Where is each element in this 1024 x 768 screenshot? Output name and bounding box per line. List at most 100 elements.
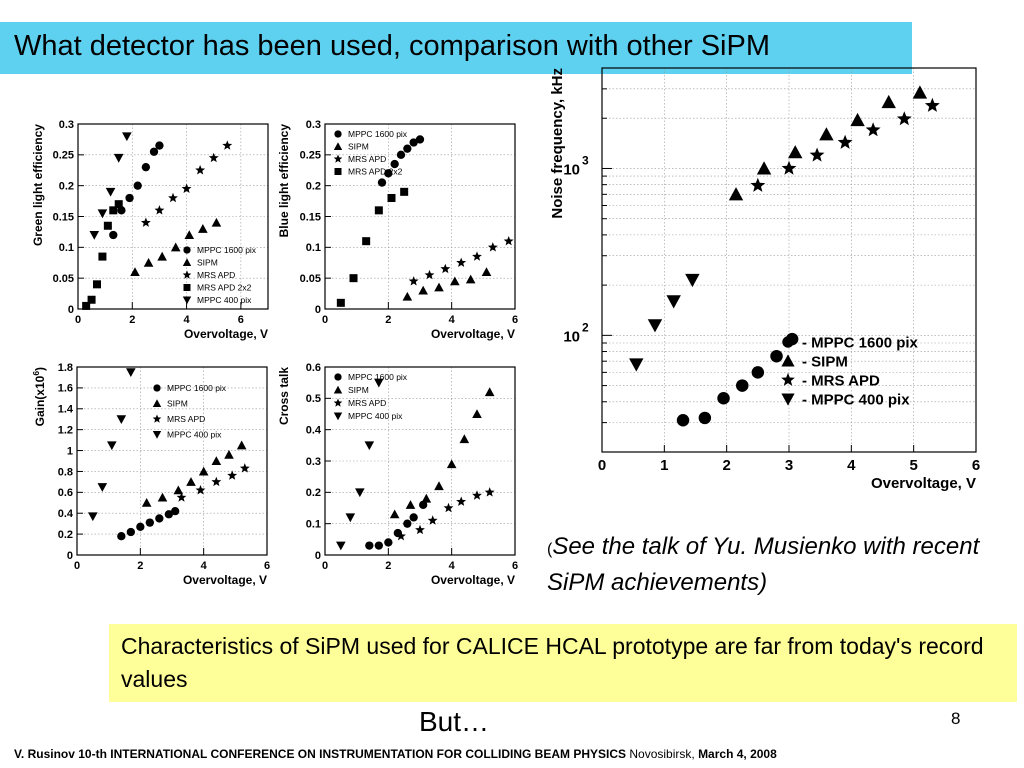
x-tick-label: 6: [264, 560, 270, 572]
legend-label: MRS APD: [348, 154, 386, 164]
plot-frame: [324, 123, 516, 310]
data-point-star: [168, 192, 178, 203]
y-tick-label: 0.1: [59, 242, 74, 254]
data-point-triangle: [465, 274, 476, 284]
y-tick-label: 1.2: [58, 425, 73, 437]
data-point-circle: [770, 349, 783, 363]
data-point-triangle: [170, 242, 181, 252]
legend-label: SIPM: [348, 141, 369, 151]
data-point-circle: [141, 163, 151, 172]
data-point-circle: [374, 541, 383, 550]
highlight-text: Characteristics of SiPM used for CALICE …: [121, 633, 984, 692]
y-tick-label: 0.1: [306, 242, 321, 254]
data-point-triangle: [236, 440, 247, 450]
legend-label: MPPC 1600 pix: [197, 245, 257, 255]
data-point-star: [176, 492, 187, 502]
data-point-circle: [409, 138, 418, 147]
data-point-triangle: [130, 267, 140, 276]
legend-label: MPPC 1600 pix: [348, 372, 408, 382]
legend-label: MRS APD 2x2: [348, 166, 403, 176]
x-tick-label: 2: [385, 560, 391, 572]
x-tick-label: 4: [201, 560, 208, 572]
y-tick-label: 10: [563, 161, 580, 178]
data-point-triangle: [434, 481, 444, 491]
data-point-triangle: [484, 387, 495, 397]
data-point-triangle: [186, 477, 196, 486]
y-tick-label: 0: [315, 304, 321, 316]
data-point-tdown: [685, 273, 700, 288]
data-point-triangle: [434, 282, 444, 292]
data-point-circle: [117, 206, 126, 215]
data-point-tdown: [647, 319, 663, 333]
x-tick-label: 4: [449, 560, 456, 572]
data-point-square: [87, 295, 96, 304]
data-point-triangle: [143, 257, 154, 267]
y-tick-label: 0.4: [306, 425, 322, 437]
legend-label: MRS APD: [348, 398, 386, 408]
gain-chart: 0 0.2 0.4 0.6 0.8 1 1.2 1.4 1.6 1.8 0 2 4 6Overvoltag…: [31, 362, 270, 587]
data-point-circle: [751, 366, 765, 379]
data-point-triangle: [472, 409, 482, 418]
legend-marker-circle: [183, 246, 191, 254]
data-point-circle: [109, 230, 118, 240]
data-point-triangle: [157, 251, 167, 261]
data-point-circle: [125, 193, 134, 203]
y-tick-label: 0.05: [53, 273, 74, 285]
y-tick-exponent: 3: [582, 153, 589, 167]
legend-marker-triangle: [182, 258, 192, 266]
data-point-tdown: [88, 512, 98, 522]
footer-date: March 4, 2008: [698, 747, 777, 761]
data-point-triangle: [157, 492, 168, 502]
slide-title: What detector has been used, comparison …: [14, 30, 770, 62]
plot-frame: [77, 123, 269, 310]
legend-label: SIPM: [348, 385, 369, 395]
x-tick-label: 0: [75, 314, 81, 326]
legend-label: MRS APD 2x2: [197, 282, 252, 292]
legend-label: MPPC 1600 pix: [167, 383, 227, 393]
legend-marker-star: [333, 398, 343, 407]
legend-marker-tdown: [182, 296, 192, 305]
data-point-star: [239, 463, 250, 473]
data-point-triangle: [211, 217, 222, 227]
y-tick-label: 0.6: [306, 362, 321, 374]
y-tick-exponent: 2: [582, 320, 589, 334]
y-axis-label: Blue light efficiency: [277, 124, 291, 238]
data-point-circle: [126, 527, 135, 537]
plot-frame: [76, 366, 268, 556]
data-point-triangle: [141, 497, 152, 507]
data-point-triangle: [728, 187, 744, 201]
legend-marker-triangle: [333, 142, 343, 150]
data-point-star: [396, 531, 406, 541]
y-tick-label: 0.25: [53, 150, 74, 162]
page-number: 8: [951, 709, 961, 728]
data-point-circle: [403, 144, 412, 153]
data-point-circle: [171, 506, 180, 516]
legend-label: - MPPC 400 pix: [802, 391, 910, 408]
data-point-star: [472, 490, 482, 500]
data-point-star: [456, 257, 467, 267]
data-point-tdown: [122, 132, 132, 142]
data-point-star: [195, 485, 206, 495]
x-tick-label: 0: [74, 560, 80, 572]
data-point-circle: [155, 141, 164, 150]
data-point-circle: [676, 413, 690, 427]
legend-label: MPPC 1600 pix: [348, 129, 408, 139]
data-point-triangle: [198, 224, 208, 233]
legend-marker-triangle: [781, 354, 795, 367]
data-point-triangle: [819, 127, 834, 141]
x-tick-label: 6: [512, 314, 518, 326]
y-tick-label: 0.3: [59, 119, 74, 131]
data-point-triangle: [224, 449, 234, 459]
x-tick-label: 0: [598, 457, 606, 474]
highlight-box: [109, 624, 1017, 702]
data-point-square: [114, 200, 123, 209]
x-tick-label: 6: [512, 560, 518, 572]
data-point-tdown: [97, 209, 108, 219]
y-tick-label: 0: [67, 550, 73, 562]
plot-frame: [324, 366, 516, 556]
x-tick-label: 0: [322, 560, 328, 572]
data-point-triangle: [756, 161, 772, 175]
